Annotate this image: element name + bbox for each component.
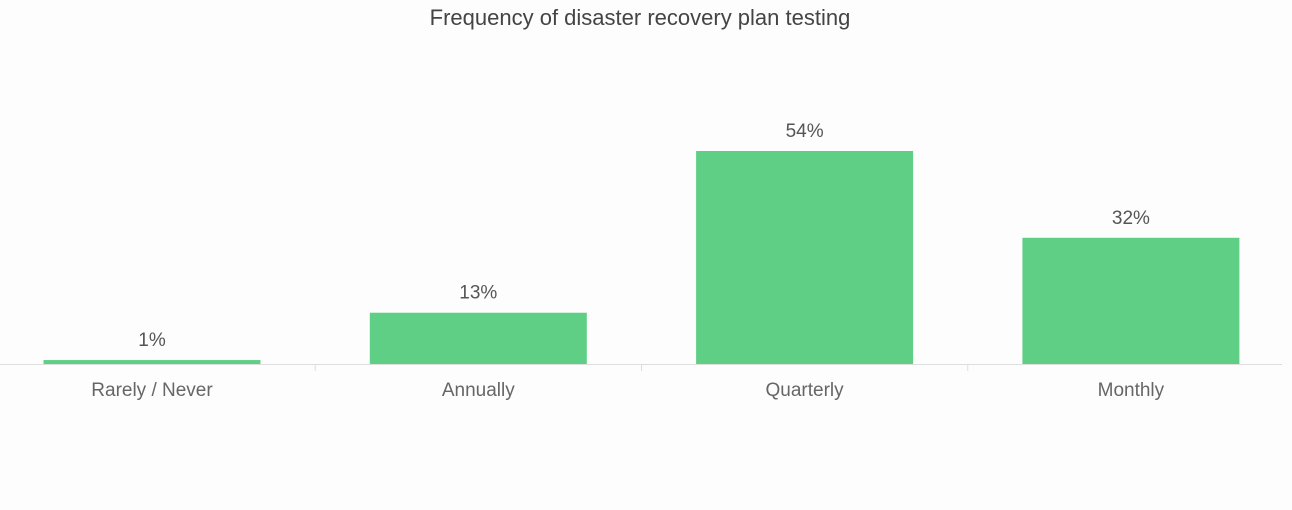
- value-label: 32%: [1112, 208, 1150, 229]
- value-label: 1%: [138, 330, 166, 351]
- chart-title: Frequency of disaster recovery plan test…: [430, 5, 851, 30]
- bar: [696, 151, 914, 364]
- x-tick-label: Monthly: [1098, 380, 1165, 401]
- value-label: 13%: [459, 283, 497, 304]
- x-tick-label: Annually: [442, 380, 515, 401]
- value-label: 54%: [786, 121, 824, 142]
- x-tick-label: Quarterly: [766, 380, 845, 401]
- x-tick-label: Rarely / Never: [91, 380, 213, 401]
- bar: [43, 360, 261, 364]
- bar: [369, 312, 587, 364]
- bar: [1022, 237, 1240, 364]
